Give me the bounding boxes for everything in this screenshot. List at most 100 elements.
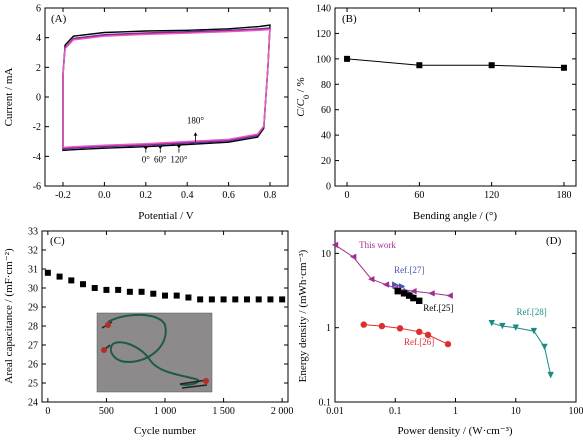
x-tick-label: 100 bbox=[569, 406, 583, 417]
panel-c-xlabel: Cycle number bbox=[134, 425, 196, 437]
capacitance-point bbox=[244, 296, 250, 303]
y-tick-label: 30 bbox=[28, 284, 38, 295]
y-tick-label: 31 bbox=[28, 265, 38, 276]
retention-line bbox=[347, 58, 564, 69]
y-tick-label: 0.1 bbox=[319, 398, 332, 409]
panel-d-tag: (D) bbox=[546, 235, 562, 247]
panel-d-marks: This work Ref.[27] Ref.[25] Ref.[26] Ref.[28… bbox=[331, 240, 554, 379]
cv-curve-120° bbox=[62, 28, 271, 149]
data-point bbox=[368, 275, 375, 283]
panel-c-ticks: 0 500 1 000 1 500 2 000 24 25 26 27 28 29 30 31 32 33 bbox=[28, 227, 293, 418]
data-point bbox=[424, 331, 432, 339]
panel-a-xlabel: Potential / V bbox=[138, 210, 193, 222]
y-tick-label: 20 bbox=[321, 156, 331, 167]
data-point bbox=[400, 290, 408, 297]
capacitance-point bbox=[150, 290, 157, 297]
x-tick-label: 180 bbox=[556, 190, 571, 201]
y-tick-label: 1 bbox=[326, 323, 331, 334]
cv-curve-180° bbox=[62, 28, 271, 149]
data-point bbox=[488, 319, 495, 327]
capacitance-point bbox=[197, 296, 204, 303]
data-point bbox=[512, 324, 519, 331]
capacitance-point bbox=[255, 296, 262, 303]
capacitance-point bbox=[173, 292, 180, 299]
y-tick-label: 25 bbox=[28, 379, 38, 390]
data-point bbox=[378, 322, 386, 330]
y-tick-label: 4 bbox=[36, 33, 41, 44]
capacitance-point bbox=[91, 285, 98, 291]
x-tick-label: 120 bbox=[484, 190, 499, 201]
cv-curve-0° bbox=[62, 24, 271, 152]
y-tick-label: 24 bbox=[28, 398, 38, 409]
data-point bbox=[382, 281, 390, 288]
y-tick-label: 120 bbox=[316, 29, 331, 40]
panel-b: (B) Bending angle / (°) C/C0 / % 0 60 120 1… bbox=[295, 4, 577, 222]
capacitance-point bbox=[103, 286, 110, 293]
retention-point bbox=[344, 55, 351, 62]
x-tick-label: 1 500 bbox=[212, 406, 235, 417]
capacitance-point bbox=[80, 281, 86, 288]
data-point bbox=[405, 292, 413, 299]
y-tick-label: 60 bbox=[321, 105, 331, 116]
y-tick-label: 26 bbox=[28, 360, 38, 371]
annotation-label: 120° bbox=[170, 154, 188, 164]
panel-a-annotations: 0° 60° 120° 180° bbox=[142, 116, 205, 165]
x-tick-label: 60 bbox=[414, 190, 424, 201]
panel-b-xlabel: Bending angle / (°) bbox=[413, 210, 497, 222]
series-line bbox=[491, 322, 552, 376]
x-tick-label: 0.8 bbox=[264, 190, 277, 201]
panel-d-xlabel: Power density / (W·cm⁻³) bbox=[397, 425, 512, 437]
data-point bbox=[331, 241, 339, 249]
arrowhead bbox=[176, 145, 181, 149]
data-point bbox=[530, 327, 538, 335]
series-label: Ref.[28] bbox=[517, 307, 547, 317]
capacitance-point bbox=[185, 294, 192, 301]
panel-c: (C) Cycle number Areal capacitance / (mF… bbox=[3, 227, 293, 438]
x-tick-label: 500 bbox=[99, 406, 114, 417]
retention-point bbox=[560, 64, 567, 71]
series-label: Ref.[26] bbox=[404, 337, 434, 347]
capacitance-point bbox=[267, 296, 274, 303]
data-point bbox=[541, 343, 548, 351]
arrowhead bbox=[193, 132, 198, 136]
y-tick-label: 80 bbox=[321, 80, 331, 91]
data-point bbox=[394, 287, 401, 295]
y-tick-label: -2 bbox=[33, 122, 41, 133]
y-tick-label: 10 bbox=[321, 249, 331, 260]
panel-a: (A) Potential / V Current / mA -0.2 0.0 0.… bbox=[3, 4, 289, 222]
x-tick-label: 0.0 bbox=[98, 190, 111, 201]
panel-a-ticks: -0.2 0.0 0.2 0.4 0.6 0.8 -6 -4 -2 0 2 4 6 bbox=[33, 4, 288, 201]
data-point bbox=[416, 328, 423, 336]
data-point bbox=[396, 325, 404, 332]
y-tick-label: 140 bbox=[316, 4, 331, 15]
retention-point bbox=[416, 62, 423, 69]
panel-b-frame bbox=[334, 7, 577, 187]
data-point bbox=[410, 287, 417, 295]
capacitance-point bbox=[126, 288, 133, 295]
device-photo-inset bbox=[96, 312, 213, 393]
panel-b-ylabel: C/C0 / % bbox=[295, 77, 311, 116]
series-label: This work bbox=[359, 240, 396, 250]
retention-point bbox=[488, 62, 495, 69]
capacitance-point bbox=[208, 296, 215, 303]
y-tick-label: 29 bbox=[28, 303, 38, 314]
x-tick-label: 0.1 bbox=[389, 406, 402, 417]
panel-d-ylabel: Energy density / (mWh·cm⁻³) bbox=[297, 249, 309, 382]
data-point bbox=[499, 322, 506, 330]
data-point bbox=[360, 321, 367, 328]
x-tick-label: 0 bbox=[345, 190, 350, 201]
capacitance-point bbox=[56, 273, 63, 280]
data-point bbox=[349, 253, 357, 260]
capacitance-point bbox=[279, 296, 286, 303]
x-tick-label: 0.4 bbox=[181, 190, 194, 201]
y-tick-label: 0 bbox=[36, 93, 41, 104]
panel-b-tag: (B) bbox=[342, 13, 357, 25]
y-tick-label: 6 bbox=[36, 4, 41, 15]
x-tick-label: 2 000 bbox=[271, 406, 294, 417]
x-tick-label: 0.6 bbox=[222, 190, 235, 201]
series-line bbox=[334, 244, 450, 297]
capacitance-point bbox=[162, 292, 168, 299]
panel-a-ylabel: Current / mA bbox=[3, 68, 15, 127]
data-point bbox=[444, 340, 452, 348]
